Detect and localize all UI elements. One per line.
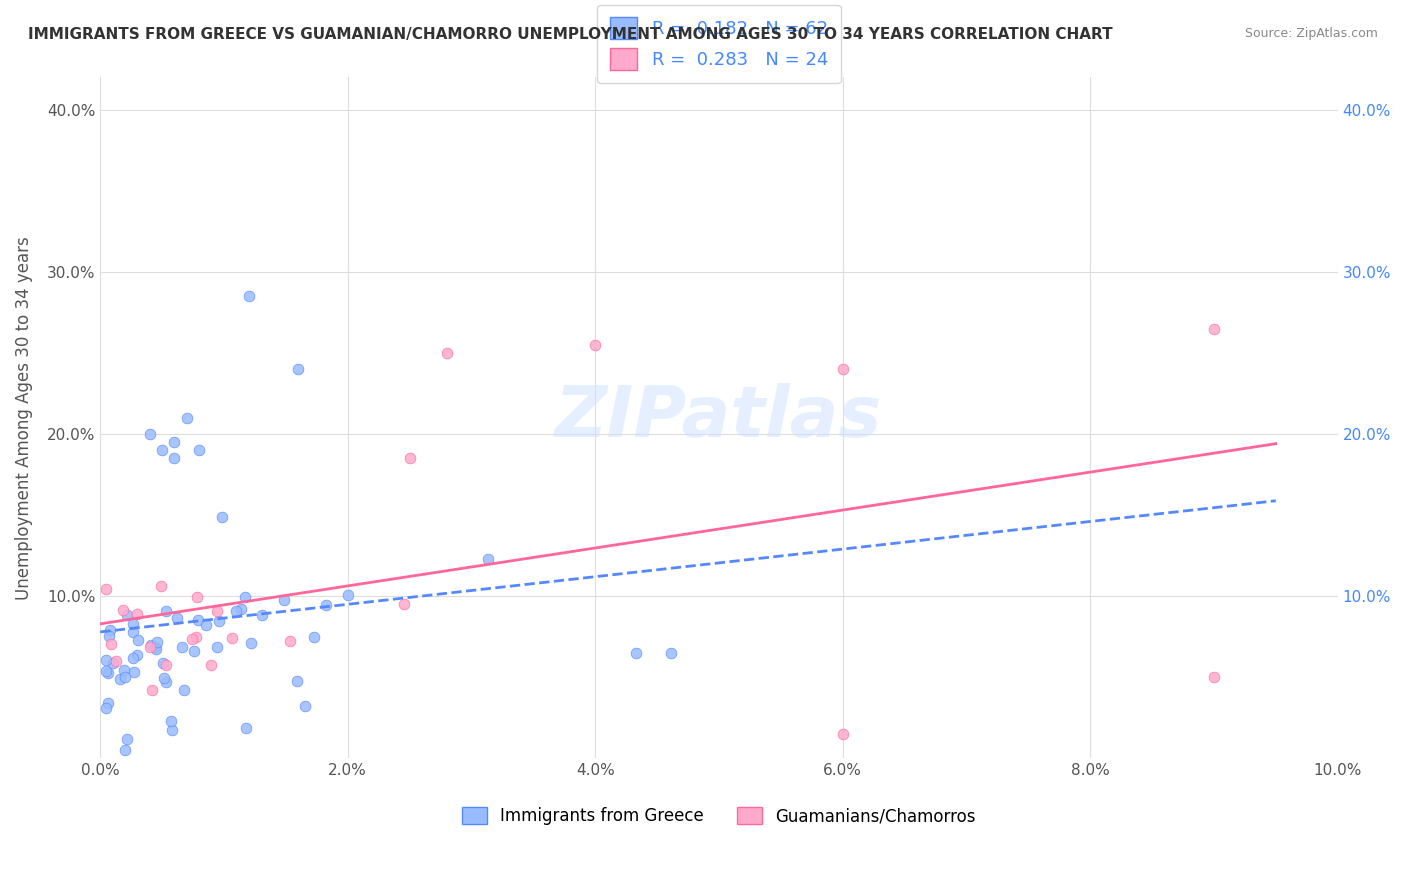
Point — [141, 683, 163, 698]
Point — [155, 658, 177, 673]
Point — [96, 701, 118, 715]
Point — [122, 665, 145, 679]
Point — [294, 698, 316, 713]
Point — [273, 592, 295, 607]
Point — [398, 451, 420, 466]
Point — [101, 656, 124, 670]
Point — [98, 624, 121, 638]
Point — [436, 346, 458, 360]
Point — [477, 552, 499, 566]
Point — [285, 674, 308, 689]
Point — [392, 597, 415, 611]
Point — [211, 509, 233, 524]
Point — [205, 640, 228, 654]
Point — [229, 602, 252, 616]
Point — [125, 607, 148, 621]
Point — [97, 628, 120, 642]
Point — [145, 640, 167, 654]
Point — [115, 607, 138, 622]
Point — [200, 657, 222, 672]
Point — [105, 654, 128, 668]
Point — [153, 671, 176, 685]
Point — [96, 664, 118, 678]
Point — [97, 666, 120, 681]
Point — [583, 338, 606, 352]
Point — [114, 669, 136, 683]
Point — [180, 632, 202, 646]
Point — [336, 588, 359, 602]
Legend: Immigrants from Greece, Guamanians/Chamorros: Immigrants from Greece, Guamanians/Chamo… — [456, 800, 983, 831]
Point — [150, 578, 173, 592]
Point — [304, 630, 326, 644]
Point — [831, 727, 853, 741]
Point — [315, 598, 337, 612]
Text: ZIPatlas: ZIPatlas — [555, 384, 883, 452]
Point — [155, 604, 177, 618]
Point — [139, 640, 162, 655]
Point — [121, 650, 143, 665]
Point — [112, 603, 135, 617]
Y-axis label: Unemployment Among Ages 30 to 34 years: Unemployment Among Ages 30 to 34 years — [15, 236, 32, 599]
Point — [122, 617, 145, 632]
Point — [152, 656, 174, 670]
Point — [831, 362, 853, 376]
Point — [1202, 670, 1225, 684]
Point — [659, 646, 682, 660]
Point — [280, 633, 302, 648]
Point — [252, 607, 274, 622]
Point — [112, 664, 135, 678]
Point — [114, 743, 136, 757]
Point — [115, 731, 138, 746]
Point — [233, 590, 256, 604]
Text: Source: ZipAtlas.com: Source: ZipAtlas.com — [1244, 27, 1378, 40]
Point — [624, 646, 647, 660]
Point — [225, 604, 247, 618]
Point — [208, 615, 231, 629]
Point — [139, 427, 162, 442]
Point — [141, 638, 163, 652]
Point — [146, 634, 169, 648]
Point — [170, 640, 193, 655]
Point — [150, 443, 173, 458]
Point — [163, 451, 186, 466]
Point — [100, 637, 122, 651]
Point — [160, 714, 183, 729]
Point — [127, 632, 149, 647]
Point — [287, 362, 309, 376]
Point — [122, 625, 145, 640]
Point — [184, 630, 207, 644]
Point — [207, 604, 229, 618]
Point — [125, 648, 148, 662]
Point — [145, 641, 167, 656]
Point — [97, 696, 120, 710]
Point — [155, 675, 177, 690]
Point — [186, 590, 208, 604]
Point — [160, 723, 183, 737]
Point — [110, 672, 132, 686]
Text: IMMIGRANTS FROM GREECE VS GUAMANIAN/CHAMORRO UNEMPLOYMENT AMONG AGES 30 TO 34 YE: IMMIGRANTS FROM GREECE VS GUAMANIAN/CHAM… — [28, 27, 1112, 42]
Point — [239, 636, 262, 650]
Point — [235, 721, 257, 735]
Point — [96, 653, 118, 667]
Point — [166, 610, 188, 624]
Point — [195, 618, 218, 632]
Point — [221, 631, 243, 645]
Point — [1202, 322, 1225, 336]
Point — [183, 644, 205, 658]
Point — [187, 613, 209, 627]
Point — [163, 435, 186, 450]
Point — [238, 289, 260, 303]
Point — [173, 682, 195, 697]
Point — [176, 410, 198, 425]
Point — [96, 582, 118, 596]
Point — [188, 443, 211, 458]
